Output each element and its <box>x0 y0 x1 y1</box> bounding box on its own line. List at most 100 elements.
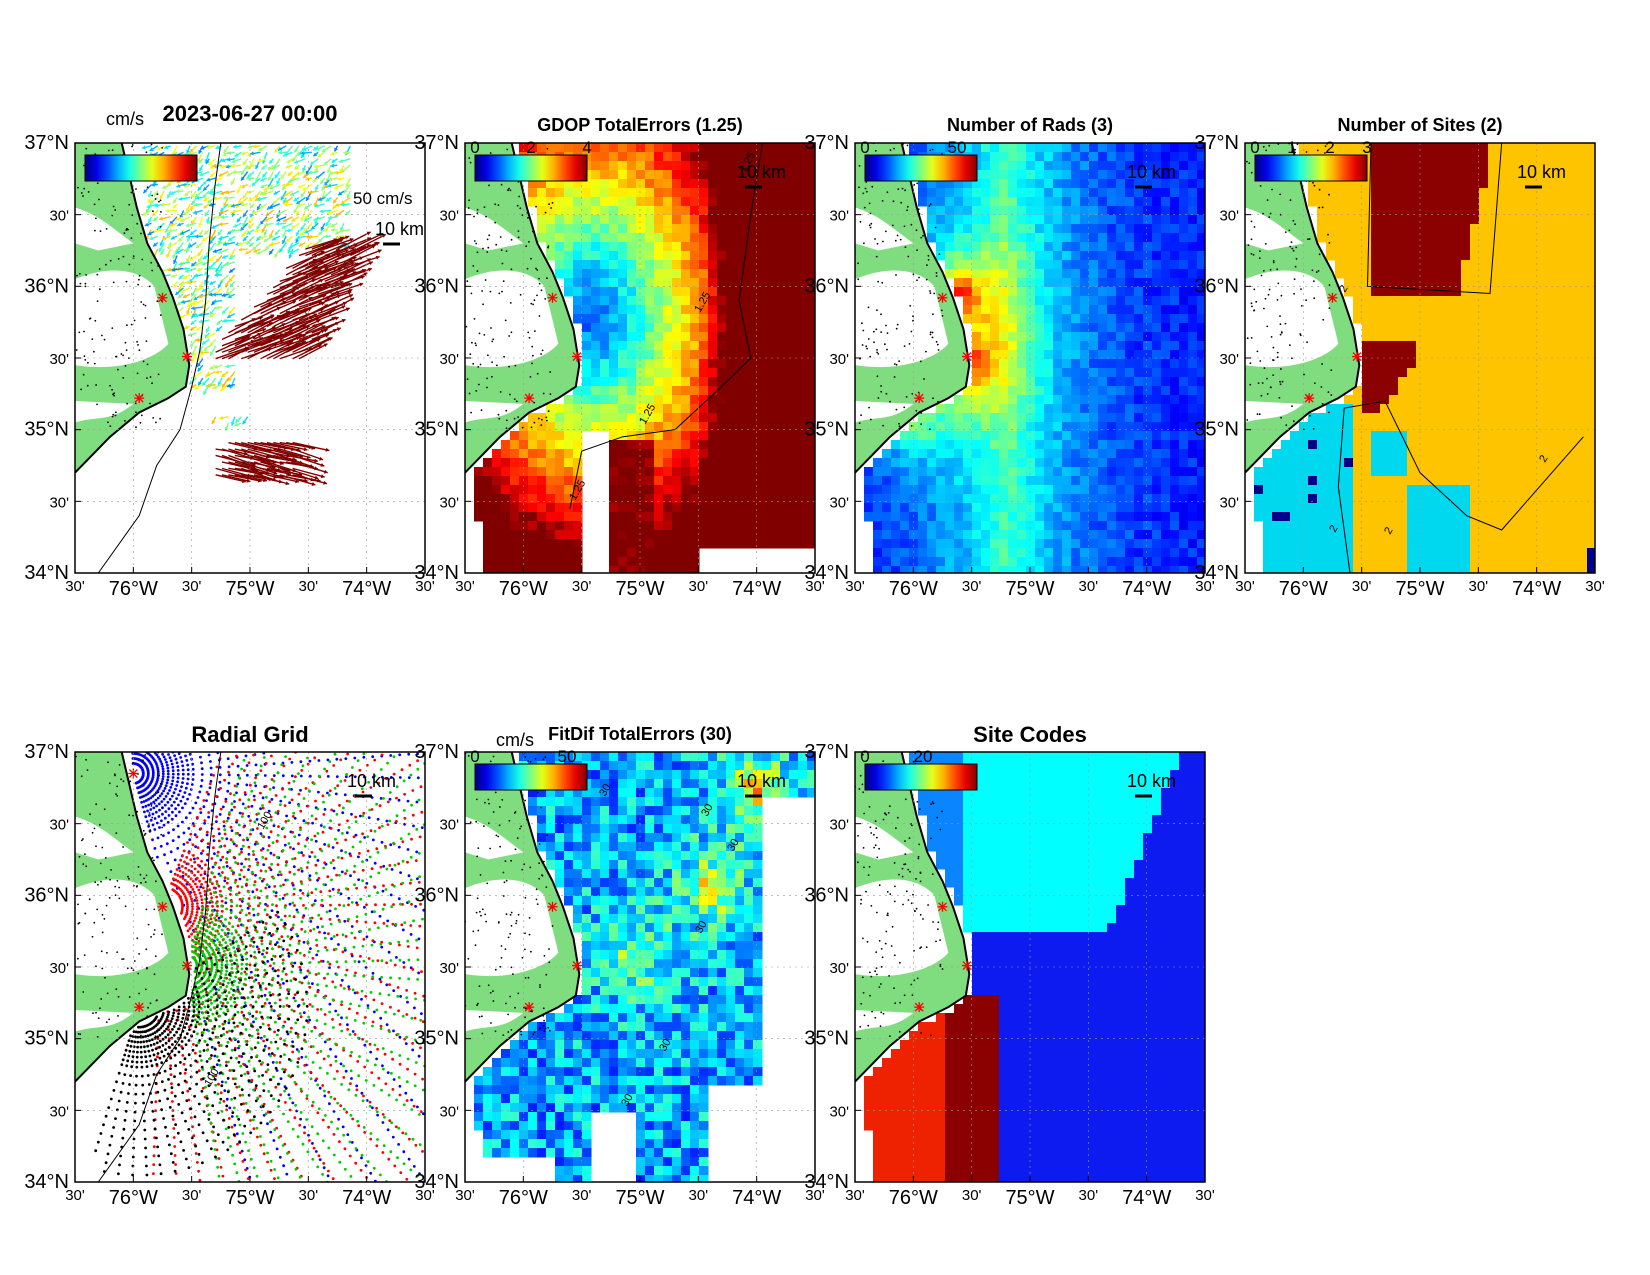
grid-cell <box>1053 188 1063 198</box>
grid-cell <box>873 503 883 513</box>
grid-cell <box>918 512 928 522</box>
grid-cell <box>1017 458 1027 468</box>
grid-cell <box>663 161 673 171</box>
grid-cell <box>519 548 529 558</box>
grid-cell <box>1143 260 1153 270</box>
grid-cell <box>1017 332 1027 342</box>
grid-cell <box>519 503 529 513</box>
coast-dot <box>85 147 88 150</box>
coast-dot <box>87 361 89 364</box>
coast-dot <box>469 353 472 356</box>
grid-cell <box>663 386 673 396</box>
grid-cell <box>1161 368 1171 378</box>
grid-cell <box>636 161 646 171</box>
grid-cell <box>681 260 691 270</box>
grid-cell <box>789 323 799 333</box>
grid-cell <box>1089 314 1099 324</box>
grid-cell <box>1116 233 1126 243</box>
grid-cell <box>762 476 772 486</box>
grid-cell <box>807 161 815 171</box>
grid-cell <box>900 503 910 513</box>
grid-cell <box>528 458 538 468</box>
grid-cell <box>672 287 682 297</box>
grid-cell <box>690 296 700 306</box>
vector-arrowhead <box>185 269 190 273</box>
coast-dot <box>540 424 543 426</box>
grid-cell <box>762 521 772 531</box>
vector-arrowhead <box>302 167 306 172</box>
grid-cell <box>654 161 664 171</box>
grid-cell <box>681 503 691 513</box>
graticule <box>465 143 815 573</box>
grid-cell <box>735 530 745 540</box>
grid-cell <box>1071 287 1081 297</box>
grid-cell <box>690 152 700 162</box>
grid-cell <box>918 143 928 153</box>
vector-arrowhead <box>379 233 383 237</box>
grid-cell <box>1071 188 1081 198</box>
grid-cell <box>1044 215 1054 225</box>
grid-cell <box>771 467 781 477</box>
grid-cell <box>510 566 520 573</box>
grid-cell <box>1152 422 1162 432</box>
grid-cell <box>1197 431 1205 441</box>
grid-cell <box>807 323 815 333</box>
grid-cell <box>744 521 754 531</box>
grid-cell <box>708 170 718 180</box>
grid-cell <box>927 494 937 504</box>
grid-cell <box>645 476 655 486</box>
grid-cell <box>546 485 556 495</box>
grid-cell <box>990 440 1000 450</box>
grid-cell <box>591 278 601 288</box>
grid-cell <box>1026 197 1036 207</box>
coast-detail <box>465 147 554 430</box>
grid-cell <box>789 449 799 459</box>
grid-cell <box>1008 350 1018 360</box>
grid-cell <box>990 242 1000 252</box>
grid-cell <box>1116 215 1126 225</box>
coast-dot <box>468 392 471 395</box>
grid-cell <box>1008 368 1018 378</box>
grid-cell <box>699 323 709 333</box>
coast-dot <box>151 194 154 197</box>
grid-cell <box>990 161 1000 171</box>
grid-cell <box>1044 476 1054 486</box>
grid-cell <box>1188 260 1198 270</box>
grid-cell <box>600 404 610 414</box>
grid-cell <box>1188 197 1198 207</box>
grid-cell <box>672 197 682 207</box>
grid-cell <box>954 476 964 486</box>
current-vector <box>292 454 325 467</box>
grid-cell <box>900 467 910 477</box>
map-content <box>855 143 1205 573</box>
grid-cell <box>1080 197 1090 207</box>
grid-cell <box>654 305 664 315</box>
grid-cell <box>618 350 628 360</box>
rads-field <box>864 143 1205 573</box>
grid-cell <box>798 350 808 360</box>
vector-arrowhead <box>295 342 300 347</box>
grid-cell <box>891 476 901 486</box>
grid-cell <box>1080 161 1090 171</box>
grid-cell <box>1188 386 1198 396</box>
grid-cell <box>537 413 547 423</box>
grid-cell <box>672 152 682 162</box>
grid-cell <box>1170 485 1180 495</box>
vector-arrowhead <box>206 219 211 223</box>
site-marker <box>524 393 535 404</box>
grid-cell <box>582 206 592 216</box>
grid-cell <box>1179 449 1189 459</box>
grid-cell <box>963 476 973 486</box>
vector-arrowhead <box>268 339 273 344</box>
grid-cell <box>798 197 808 207</box>
vector-arrowhead <box>191 292 195 297</box>
grid-cell <box>510 503 520 513</box>
grid-cell <box>1062 359 1072 369</box>
vector-arrowhead <box>180 289 185 293</box>
grid-cell <box>927 458 937 468</box>
grid-cell <box>1170 170 1180 180</box>
grid-cell <box>1152 485 1162 495</box>
grid-cell <box>726 422 736 432</box>
latitude-label: 35°N <box>414 419 459 441</box>
grid-cell <box>1197 530 1205 540</box>
